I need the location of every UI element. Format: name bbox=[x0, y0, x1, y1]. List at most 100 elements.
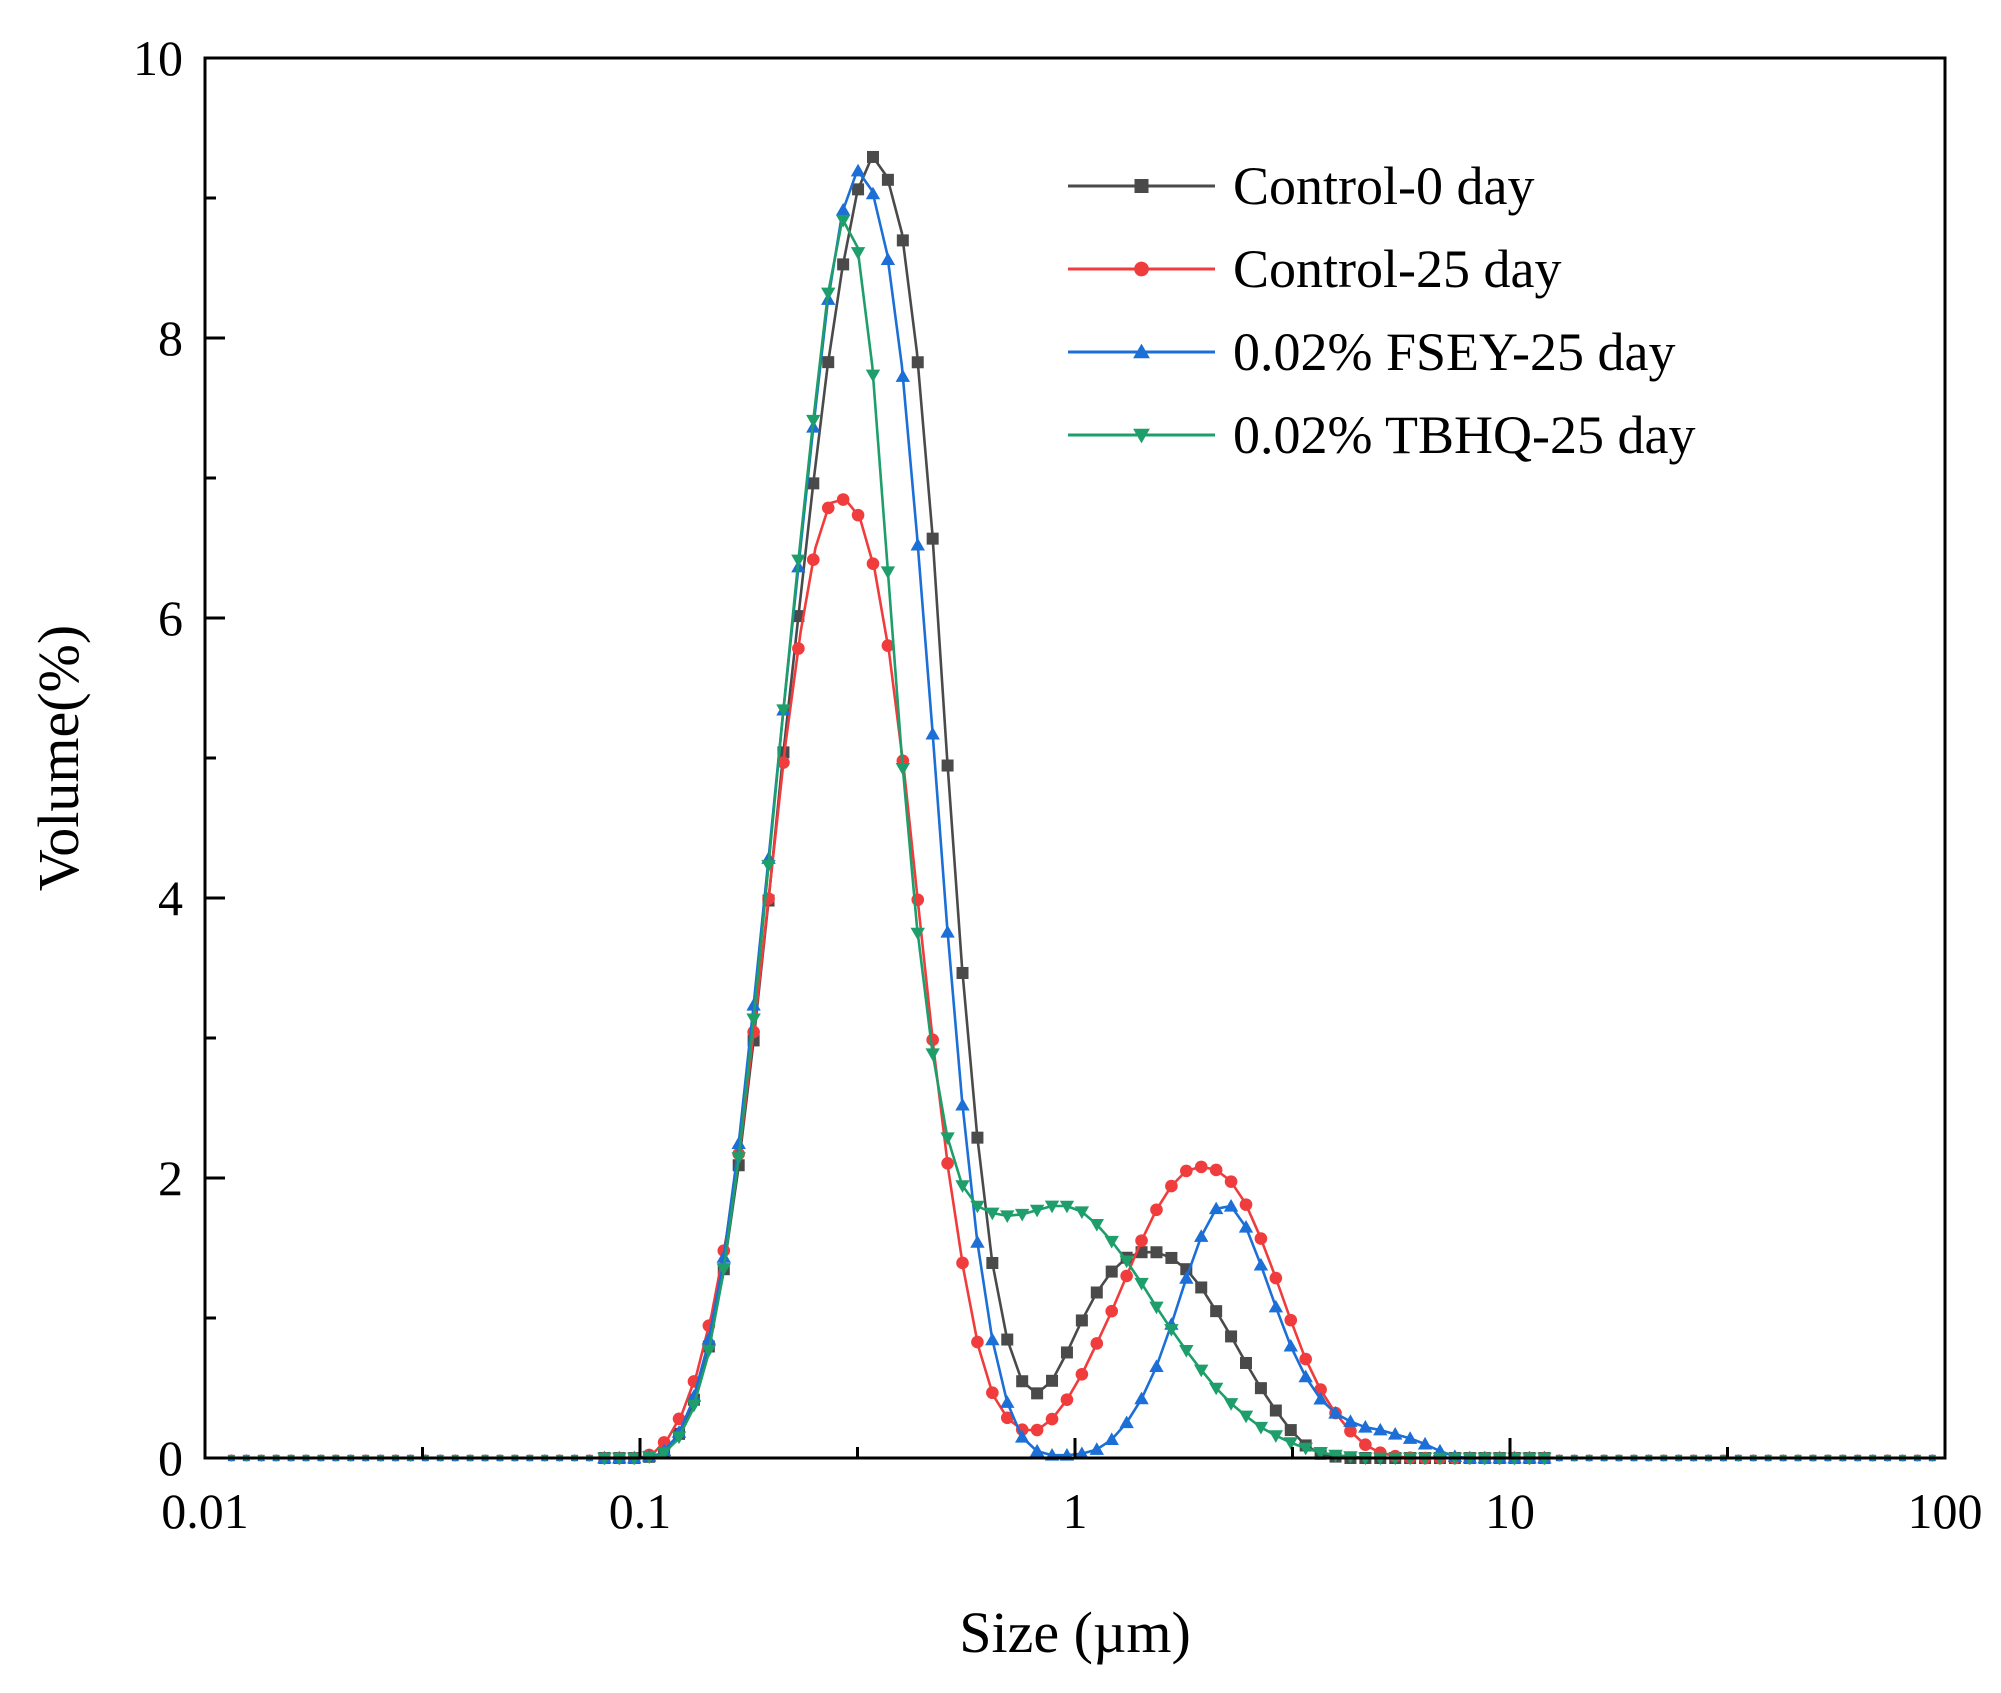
series-3-marker bbox=[940, 925, 955, 938]
x-tick-label: 100 bbox=[1908, 1483, 1983, 1539]
y-tick-label: 6 bbox=[158, 590, 183, 646]
series-4-marker bbox=[746, 1013, 761, 1027]
series-3-marker bbox=[850, 163, 866, 177]
series-1-marker bbox=[1225, 1330, 1238, 1343]
series-3-marker bbox=[731, 1136, 746, 1150]
series-2-marker bbox=[1224, 1175, 1238, 1188]
series-2-marker bbox=[1359, 1438, 1372, 1451]
series-4-marker bbox=[1253, 1421, 1269, 1435]
series-2-marker bbox=[1045, 1412, 1059, 1426]
series-2-marker bbox=[1209, 1163, 1223, 1177]
series-2-marker bbox=[1090, 1337, 1104, 1350]
series-2-marker bbox=[1135, 1234, 1148, 1247]
series-3-marker bbox=[1208, 1201, 1224, 1215]
series-4-marker bbox=[1208, 1382, 1224, 1396]
series-1-marker bbox=[1239, 1356, 1252, 1369]
series-2-marker bbox=[1150, 1203, 1163, 1217]
series-3-marker bbox=[1119, 1415, 1134, 1429]
legend-label: Control-25 day bbox=[1233, 239, 1561, 299]
series-4-marker bbox=[776, 704, 791, 718]
legend-marker bbox=[1133, 428, 1150, 444]
series-3-marker bbox=[1388, 1427, 1403, 1440]
series-3-marker bbox=[925, 726, 940, 740]
series-1-marker bbox=[896, 234, 909, 247]
legend-marker bbox=[1134, 179, 1149, 193]
series-3-marker bbox=[865, 186, 881, 200]
series-2-marker bbox=[836, 493, 850, 506]
series-2-marker bbox=[1239, 1198, 1253, 1211]
series-3-marker bbox=[716, 1250, 731, 1263]
series-4-marker bbox=[1014, 1208, 1030, 1222]
series-2-marker bbox=[1060, 1393, 1074, 1406]
series-2-marker bbox=[807, 553, 820, 567]
series-2-marker bbox=[1254, 1232, 1268, 1245]
series-1-marker bbox=[956, 966, 969, 979]
y-tick-label: 10 bbox=[133, 30, 183, 86]
series-1-marker bbox=[852, 183, 865, 196]
series-3-marker bbox=[1223, 1198, 1239, 1212]
series-3-marker bbox=[1014, 1430, 1030, 1443]
series-3-marker bbox=[1313, 1391, 1328, 1405]
series-4-marker bbox=[1313, 1446, 1328, 1460]
series-4 bbox=[227, 214, 1945, 1466]
series-4-marker bbox=[821, 287, 836, 301]
legend-item: 0.02% TBHQ-25 day bbox=[1068, 405, 1695, 465]
legend-marker bbox=[1133, 343, 1150, 359]
series-1-marker bbox=[1165, 1251, 1178, 1264]
series-2-marker bbox=[1075, 1367, 1089, 1381]
series-2-marker bbox=[956, 1256, 969, 1270]
series-2-marker bbox=[1284, 1313, 1298, 1327]
series-4-marker bbox=[850, 247, 866, 260]
series-3-marker bbox=[955, 1097, 970, 1111]
series-4-marker bbox=[1000, 1210, 1015, 1223]
series-3-marker bbox=[1089, 1442, 1104, 1455]
series-4-marker bbox=[1298, 1442, 1313, 1456]
series-4-marker bbox=[1238, 1410, 1254, 1424]
series-3-marker bbox=[1253, 1257, 1269, 1271]
series-1-marker bbox=[1090, 1286, 1103, 1299]
series-2-marker bbox=[986, 1386, 999, 1400]
series-4-marker bbox=[1029, 1204, 1045, 1218]
series-2-marker bbox=[866, 557, 880, 570]
series-2-marker bbox=[777, 756, 790, 769]
legend-marker bbox=[1134, 261, 1149, 277]
series-3-marker bbox=[1029, 1443, 1045, 1457]
series-3-marker bbox=[1358, 1420, 1373, 1433]
series-1-marker bbox=[1031, 1387, 1044, 1400]
series-1-marker bbox=[822, 356, 835, 369]
series-1-marker bbox=[971, 1131, 984, 1144]
series-3-marker bbox=[686, 1389, 702, 1402]
series-3-marker bbox=[1268, 1299, 1284, 1313]
series-2-marker bbox=[851, 508, 865, 522]
series-4-marker bbox=[1194, 1364, 1209, 1378]
ticks-layer: 0.01 0.1 1 10 100 0 2 4 6 8 10 bbox=[133, 30, 1983, 1539]
series-4-marker bbox=[880, 566, 896, 580]
series-1-marker bbox=[926, 532, 939, 545]
series-4-marker bbox=[970, 1200, 985, 1214]
series-4-marker bbox=[1134, 1277, 1149, 1291]
series-1-marker bbox=[986, 1256, 999, 1269]
series-4-marker bbox=[865, 369, 881, 383]
series-1-marker bbox=[1075, 1314, 1088, 1327]
series-2-marker bbox=[941, 1156, 954, 1170]
series-3-marker bbox=[1179, 1271, 1194, 1284]
series-3 bbox=[227, 163, 1945, 1464]
series-2-marker bbox=[1180, 1164, 1193, 1178]
series-3-marker bbox=[1283, 1338, 1298, 1352]
series-2-marker bbox=[1299, 1352, 1312, 1366]
series-2-marker bbox=[1194, 1160, 1208, 1174]
legend-item: Control-25 day bbox=[1068, 239, 1561, 299]
series-4-marker bbox=[1149, 1301, 1164, 1315]
series-2-marker bbox=[971, 1335, 984, 1349]
series-4-marker bbox=[985, 1207, 1000, 1221]
x-tick-label: 10 bbox=[1485, 1483, 1535, 1539]
legend-label: Control-0 day bbox=[1233, 156, 1534, 216]
series-3-marker bbox=[985, 1332, 1000, 1346]
series-2-line bbox=[231, 497, 1945, 1460]
y-axis-title: Volume(%) bbox=[26, 625, 91, 891]
series-4-marker bbox=[955, 1180, 970, 1193]
series-4-marker bbox=[686, 1399, 702, 1413]
series-4-marker bbox=[1164, 1324, 1179, 1337]
series-3-marker bbox=[701, 1331, 717, 1345]
series-4-marker bbox=[1328, 1449, 1343, 1463]
